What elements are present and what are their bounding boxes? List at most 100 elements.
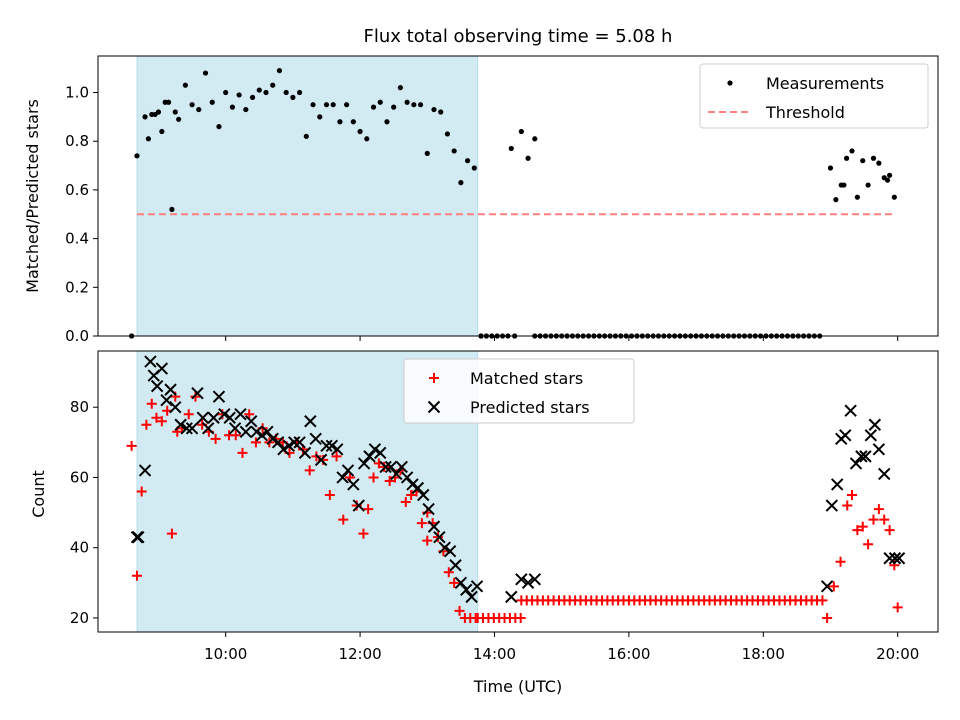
predicted-star-point [320,439,333,453]
measurement-point [424,150,430,156]
matched-star-point [368,472,379,483]
predicted-star-point [191,386,204,400]
measurement-point [276,68,283,74]
predicted-star-point [820,580,834,593]
predicted-star-point [830,478,844,491]
predicted-star-point [384,460,398,474]
measurement-point [165,99,172,105]
bottom-axes-frame [97,350,939,633]
predicted-star-point [347,478,360,491]
predicted-star-point [202,422,215,435]
predicted-star-point [449,559,462,572]
matched-star-point [863,539,874,550]
measurement-point [270,82,276,88]
measurement-point [209,99,215,105]
bottom-legend-box [403,358,635,424]
predicted-star-point [271,436,285,449]
measurement-point [337,119,343,125]
matched-star-point [131,570,142,581]
measurement-point [876,160,882,166]
measurement-point [391,104,397,110]
matched-star-point [835,556,846,567]
matched-star-point [146,398,157,409]
matched-star-point [852,525,863,536]
predicted-star-point [864,429,878,442]
predicted-star-point [374,446,387,460]
bottom-y-tick-label: 60 [70,468,89,486]
measurement-point [256,87,262,93]
matched-star-point [126,440,137,451]
matched-star-point [141,419,152,430]
predicted-star-point [427,520,441,533]
predicted-star-point [282,439,296,453]
matched-star-point [151,412,162,423]
x-axis-label: Time (UTC) [473,677,562,696]
measurement-point [471,165,477,171]
measurement-point [827,165,834,171]
predicted-star-point [844,404,857,417]
measurement-point [411,102,417,108]
predicted-star-point [839,429,852,442]
predicted-star-point [266,432,279,446]
predicted-star-point [207,411,220,424]
predicted-star-point [196,411,210,424]
bottom-y-axis-label: Count [29,470,48,518]
legend-dot-marker [727,80,733,86]
measurement-point [216,124,222,130]
predicted-star-point [218,408,231,421]
predicted-star-point [433,530,446,544]
predicted-star-point [368,443,382,456]
matched-star-point [358,528,369,539]
measurement-point [236,92,242,98]
top-y-tick-label: 0.4 [65,230,89,248]
legend-label: Measurements [766,74,884,93]
predicted-star-point [331,443,344,456]
matched-star-point [884,525,895,536]
measurement-point [134,153,140,159]
matched-star-point [892,602,903,613]
measurement-point [377,99,383,105]
measurement-point [881,175,887,181]
measurement-point [323,102,330,108]
measurement-point [458,180,464,186]
legend-label: Matched stars [470,369,583,388]
matched-star-point [449,577,460,588]
measurement-point [330,102,336,108]
predicted-star-point [454,576,468,590]
bottom-x-tick-label: 14:00 [473,645,516,663]
predicted-star-point [234,408,247,421]
predicted-star-point [288,436,301,449]
predicted-star-point [160,393,173,407]
predicted-star-point [868,418,882,431]
bottom-y-tick-label: 40 [70,539,89,557]
measurement-point [849,148,855,154]
measurement-point [465,158,471,164]
predicted-star-point [250,425,263,438]
measurement-point [891,194,897,200]
measurement-point [344,102,350,108]
measurement-point [169,206,175,212]
bottom-x-tick-label: 18:00 [742,645,785,663]
measurement-point [397,85,403,91]
predicted-star-point [400,471,414,484]
predicted-star-point [878,467,891,481]
matched-star-point [443,567,454,578]
predicted-star-point [155,362,169,375]
top-y-tick-label: 0.6 [65,181,89,199]
predicted-star-point [150,379,164,393]
bottom-panel: 20 40 60 80 10:00 12:00 14:00 16:00 18:00 20:00 Ma… [70,350,939,663]
matched-star-point [324,490,335,501]
measurement-point [243,106,249,113]
measurement-point [350,119,356,125]
predicted-star-point [528,573,542,586]
predicted-star-point [185,422,199,435]
matched-star-point [331,451,342,462]
measurement-point [303,133,309,139]
measurement-point [384,119,390,125]
predicted-star-point [239,425,253,438]
predicted-star-point [390,467,403,481]
bottom-x-tick-label: 12:00 [338,645,381,663]
measurement-point [283,89,289,96]
measurement-point [438,109,444,115]
predicted-star-point [164,383,177,396]
